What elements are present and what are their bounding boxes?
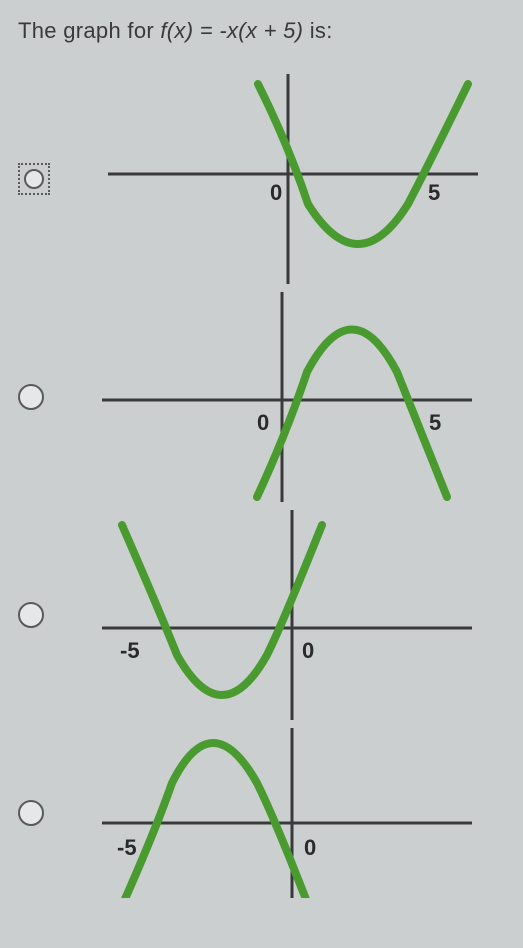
graph-svg-1 xyxy=(108,74,478,284)
graph-1: 0 5 xyxy=(108,74,478,284)
graph-svg-4 xyxy=(102,728,472,898)
axis-label-neg5: -5 xyxy=(117,835,137,861)
graph-2: 0 5 xyxy=(102,292,472,502)
axis-label-0: 0 xyxy=(257,410,269,436)
option-1[interactable]: 0 5 xyxy=(18,74,523,284)
graph-svg-2 xyxy=(102,292,472,502)
question-text: The graph for f(x) = -x(x + 5) is: xyxy=(18,18,523,44)
axis-label-5: 5 xyxy=(428,180,440,206)
axis-label-neg5: -5 xyxy=(120,638,140,664)
radio-icon[interactable] xyxy=(18,800,44,826)
radio-selected-icon[interactable] xyxy=(18,163,50,195)
axis-label-0: 0 xyxy=(302,638,314,664)
question-function: f(x) = -x(x + 5) xyxy=(160,18,303,43)
axis-label-0: 0 xyxy=(304,835,316,861)
axis-label-5: 5 xyxy=(429,410,441,436)
parabola-curve xyxy=(257,330,447,498)
axis-label-0: 0 xyxy=(270,180,282,206)
options-list: 0 5 0 5 -5 0 xyxy=(18,74,523,898)
graph-svg-3 xyxy=(102,510,472,720)
option-3[interactable]: -5 0 xyxy=(18,510,523,720)
parabola-curve xyxy=(112,743,317,898)
radio-icon[interactable] xyxy=(18,384,44,410)
question-prefix: The graph for xyxy=(18,18,160,43)
radio-icon[interactable] xyxy=(18,602,44,628)
graph-3: -5 0 xyxy=(102,510,472,720)
graph-4: -5 0 xyxy=(102,728,472,898)
option-4[interactable]: -5 0 xyxy=(18,728,523,898)
option-2[interactable]: 0 5 xyxy=(18,292,523,502)
question-suffix: is: xyxy=(303,18,332,43)
